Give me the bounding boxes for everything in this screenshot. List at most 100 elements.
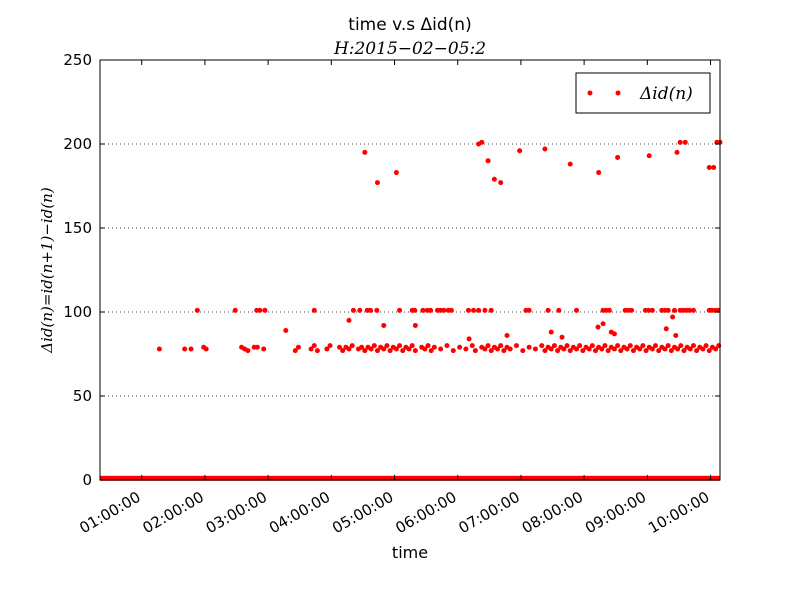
x-tick-label: 08:00:00	[519, 488, 586, 537]
data-point	[675, 346, 681, 352]
data-point	[532, 346, 538, 352]
legend-box	[575, 72, 711, 114]
data-point	[615, 154, 621, 160]
data-point	[606, 307, 612, 313]
x-tick-label: 05:00:00	[329, 488, 396, 537]
data-point	[605, 348, 611, 354]
data-point	[703, 343, 709, 349]
data-point	[346, 317, 352, 323]
data-point	[368, 346, 374, 352]
data-point	[498, 180, 504, 186]
data-point	[412, 322, 418, 328]
data-point	[663, 326, 669, 332]
data-point	[182, 346, 188, 352]
data-point	[257, 307, 263, 313]
baseline-band	[100, 475, 720, 481]
y-axis: 0 50 100 150 200 250	[63, 51, 720, 489]
data-point	[713, 346, 719, 352]
data-point	[586, 346, 592, 352]
data-point	[600, 321, 606, 327]
data-point	[687, 346, 693, 352]
data-point	[308, 346, 314, 352]
legend-marker	[587, 90, 593, 96]
data-point	[188, 346, 194, 352]
data-point	[504, 333, 510, 339]
chart-subtitle: H:2015−02−05:2	[333, 39, 486, 59]
data-point	[706, 165, 712, 171]
data-point	[457, 344, 463, 350]
data-point	[599, 346, 605, 352]
data-point	[567, 161, 573, 167]
data-point	[476, 307, 482, 313]
y-tick-label: 200	[63, 135, 92, 153]
data-point	[400, 348, 406, 354]
data-point	[507, 346, 513, 352]
baseline-band-mark	[100, 475, 720, 481]
data-point	[482, 307, 488, 313]
data-point	[548, 346, 554, 352]
data-point	[428, 348, 434, 354]
data-point	[671, 307, 677, 313]
data-point	[559, 334, 565, 340]
y-tick-label: 50	[73, 387, 92, 405]
x-axis: 01:00:0002:00:0003:00:0004:00:0005:00:00…	[76, 60, 713, 537]
data-point	[465, 307, 471, 313]
data-point	[611, 346, 617, 352]
data-point	[596, 170, 602, 176]
data-point	[618, 348, 624, 354]
data-point	[646, 153, 652, 159]
x-tick-label: 07:00:00	[456, 488, 523, 537]
data-point	[406, 346, 412, 352]
data-point	[630, 348, 636, 354]
data-point	[337, 344, 343, 350]
data-point	[203, 346, 209, 352]
y-tick-label: 150	[63, 219, 92, 237]
y-axis-label: Δid(n)=id(n+1)−id(n)	[38, 187, 56, 354]
data-point	[450, 348, 456, 354]
data-point	[482, 346, 488, 352]
data-point	[627, 343, 633, 349]
data-point	[374, 348, 380, 354]
data-point	[643, 348, 649, 354]
data-point	[673, 333, 679, 339]
data-point	[425, 343, 431, 349]
data-point	[444, 343, 450, 349]
data-point	[431, 344, 437, 350]
data-point	[362, 348, 368, 354]
data-point	[495, 346, 501, 352]
data-point	[589, 343, 595, 349]
data-point	[700, 346, 706, 352]
data-point	[668, 348, 674, 354]
data-point	[577, 343, 583, 349]
data-point	[580, 348, 586, 354]
data-point	[232, 307, 238, 313]
data-point	[359, 344, 365, 350]
data-point	[324, 346, 330, 352]
data-point	[542, 146, 548, 152]
x-tick-label: 04:00:00	[266, 488, 333, 537]
data-point	[624, 346, 630, 352]
data-point	[662, 346, 668, 352]
y-tick-label: 100	[63, 303, 92, 321]
data-point	[409, 343, 415, 349]
data-point	[485, 343, 491, 349]
data-point	[564, 343, 570, 349]
data-point	[362, 149, 368, 155]
data-point	[397, 343, 403, 349]
data-point	[314, 348, 320, 354]
data-point	[350, 307, 356, 313]
data-point	[397, 307, 403, 313]
data-point	[349, 343, 355, 349]
data-point	[469, 343, 475, 349]
gridlines	[100, 143, 720, 397]
legend: Δid(n)	[575, 72, 711, 114]
x-tick-label: 01:00:00	[76, 488, 143, 537]
data-point	[422, 346, 428, 352]
data-point	[156, 346, 162, 352]
data-point	[592, 348, 598, 354]
data-point	[367, 307, 373, 313]
plot-frame	[99, 59, 721, 481]
x-axis-label: time	[392, 543, 428, 562]
x-tick-label: 02:00:00	[140, 488, 207, 537]
data-point	[471, 307, 477, 313]
